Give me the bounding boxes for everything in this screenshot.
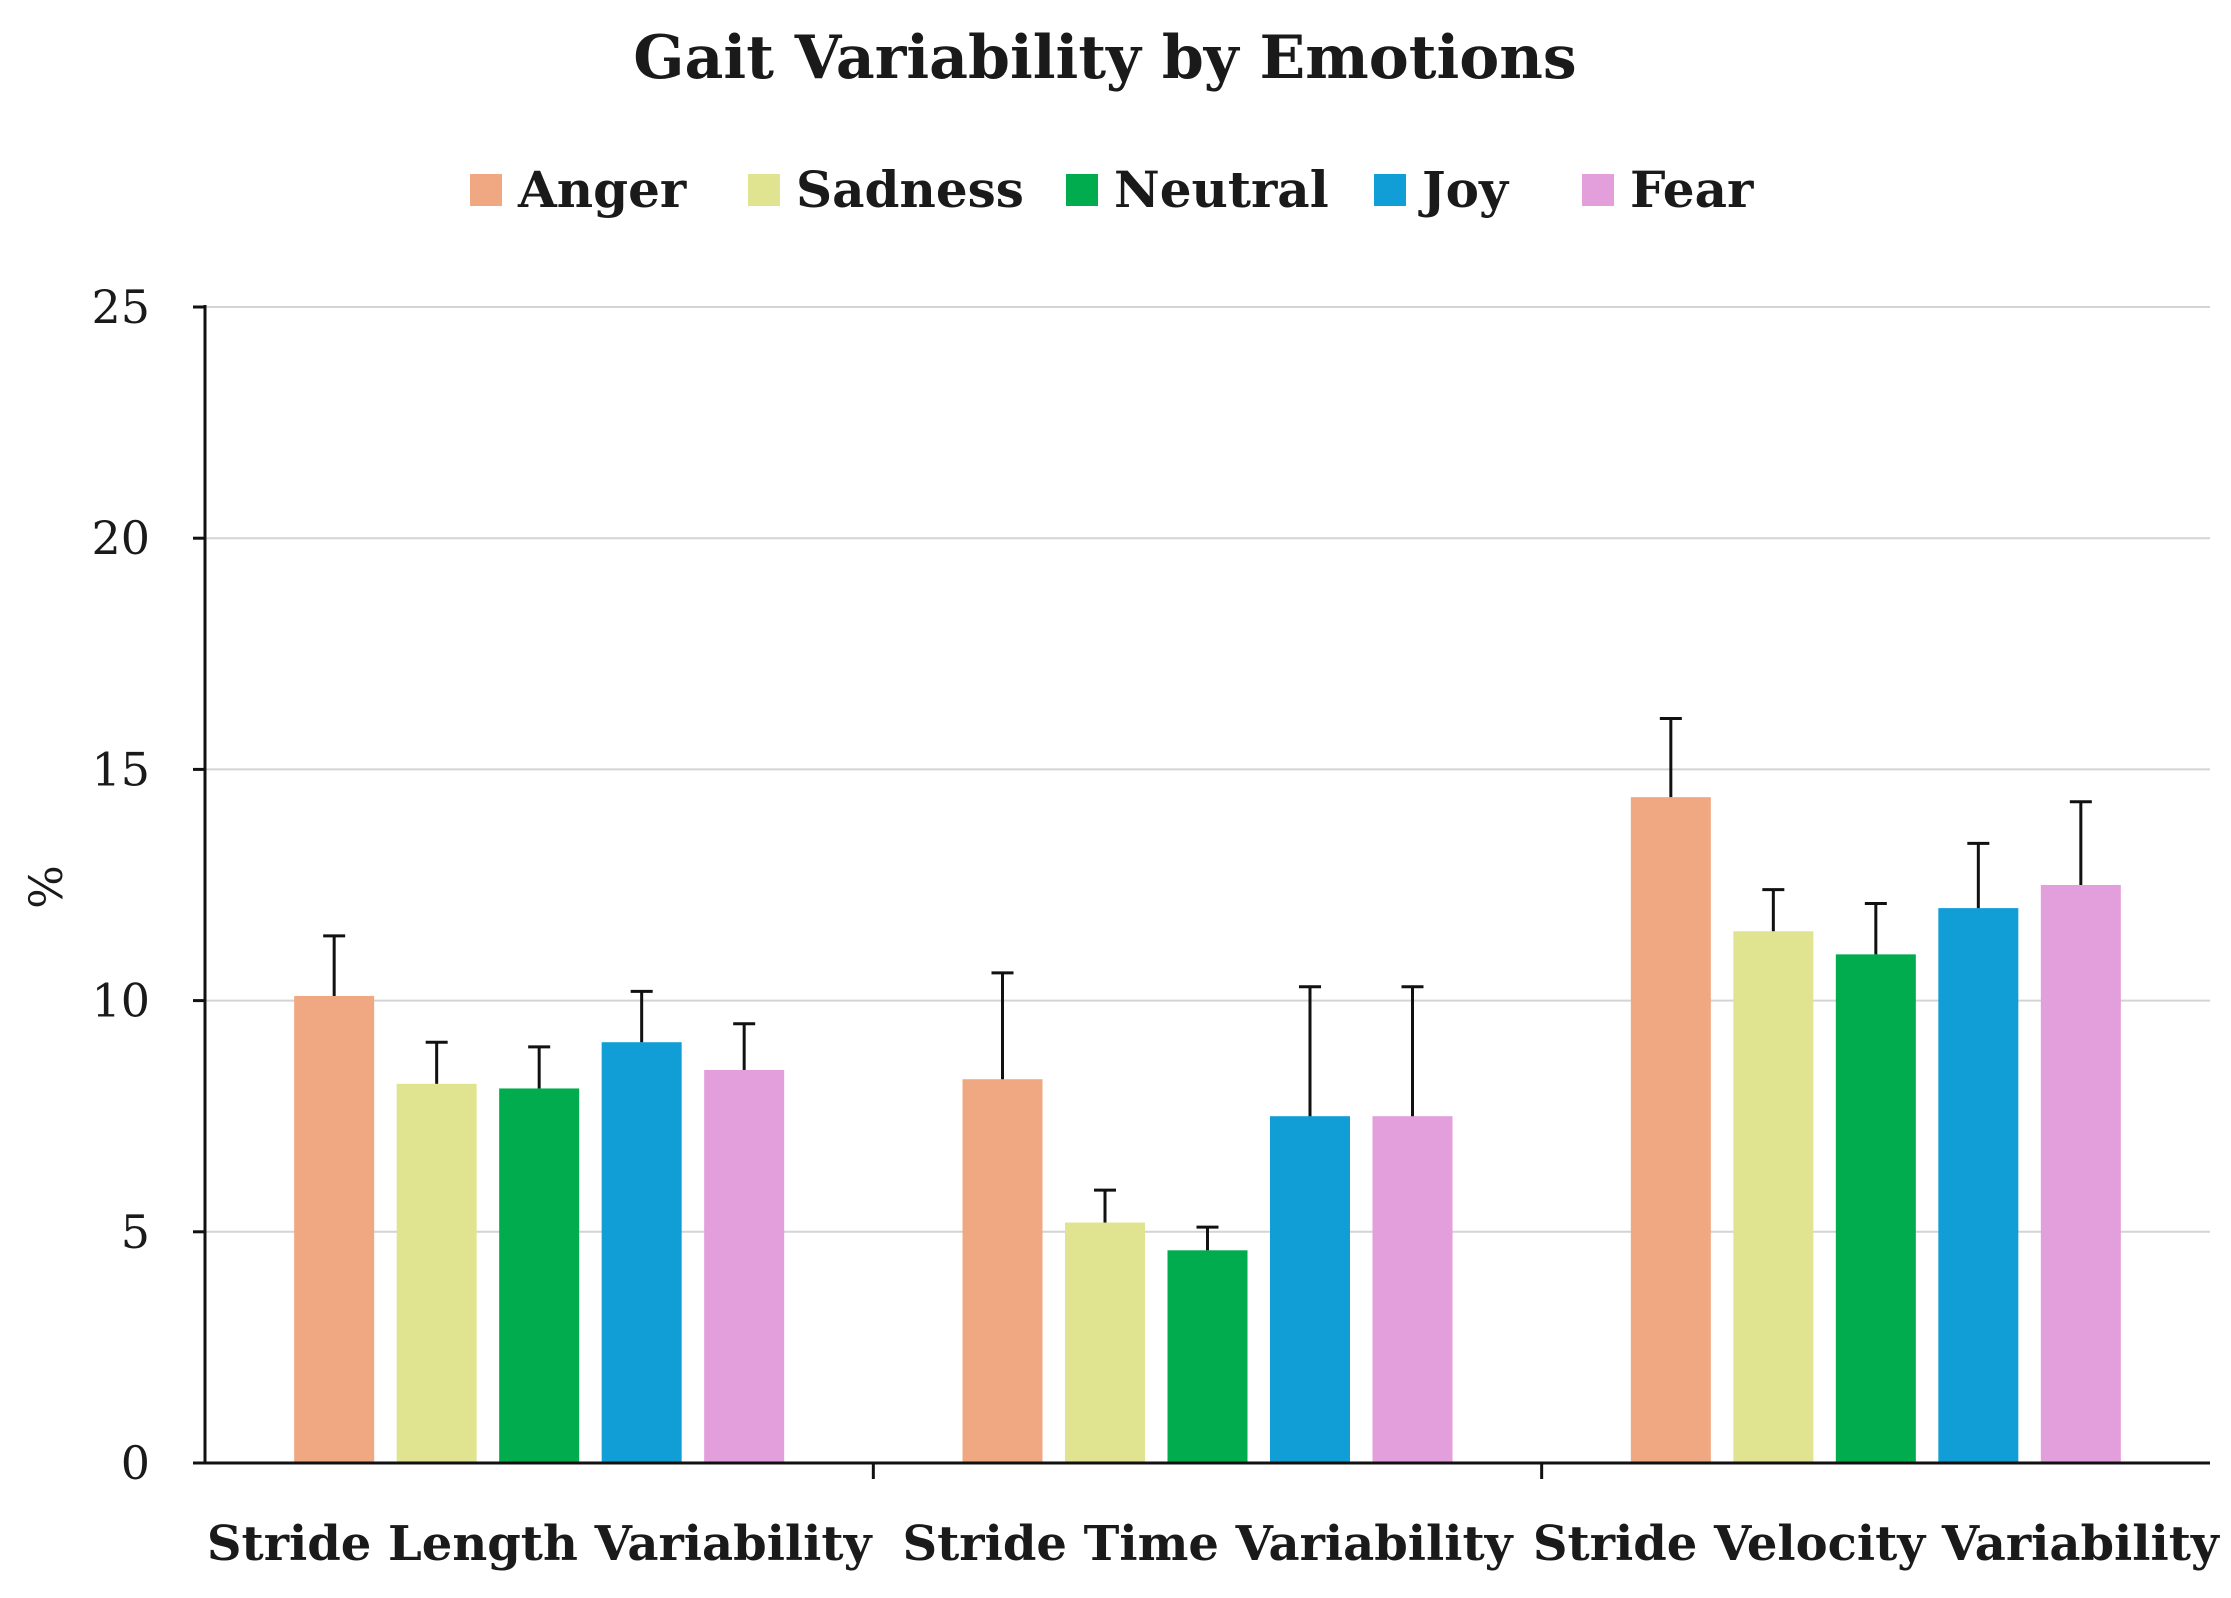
- legend-label-anger: Anger: [517, 160, 687, 219]
- legend-swatch-joy: [1374, 174, 1406, 206]
- bars: [294, 797, 2121, 1463]
- bar-sadness: [396, 1083, 477, 1463]
- bar-anger: [962, 1079, 1043, 1463]
- bar-sadness: [1065, 1222, 1145, 1463]
- x-category-label: Stride Length Variability: [207, 1516, 874, 1572]
- bar-joy: [1270, 1116, 1350, 1463]
- legend-swatch-fear: [1582, 174, 1614, 206]
- legend-label-sadness: Sadness: [796, 160, 1024, 219]
- error-bars: [323, 717, 2092, 1251]
- bar-neutral: [1167, 1250, 1248, 1463]
- x-category-labels: Stride Length Variability Stride Time Var…: [207, 1516, 2221, 1572]
- bar-fear: [1372, 1116, 1453, 1463]
- bar-fear: [704, 1069, 785, 1463]
- y-axis-label: %: [19, 865, 73, 909]
- legend: Anger Sadness Neutral Joy Fear: [470, 160, 1754, 219]
- legend-swatch-neutral: [1066, 174, 1098, 206]
- bar-joy: [601, 1042, 682, 1463]
- bar-neutral: [1835, 954, 1916, 1463]
- axes: [203, 305, 2210, 1479]
- y-tick-label-5: 5: [121, 1205, 150, 1259]
- bar-neutral: [499, 1088, 580, 1463]
- y-tick-label-15: 15: [91, 742, 150, 796]
- y-tick-label-25: 25: [91, 280, 150, 334]
- bar-anger: [294, 995, 375, 1463]
- bar-fear: [2040, 885, 2121, 1463]
- chart-title: Gait Variability by Emotions: [633, 23, 1576, 93]
- y-tick-labels: 0 5 10 15 20 25: [91, 280, 150, 1490]
- y-tick-label-20: 20: [91, 511, 150, 565]
- legend-label-neutral: Neutral: [1114, 160, 1329, 219]
- bar-anger: [1630, 797, 1711, 1463]
- legend-swatch-sadness: [748, 174, 780, 206]
- legend-label-joy: Joy: [1418, 160, 1510, 219]
- y-tick-label-10: 10: [91, 974, 150, 1028]
- y-tick-label-0: 0: [121, 1436, 150, 1490]
- bar-sadness: [1733, 931, 1814, 1463]
- bar-joy: [1938, 908, 2019, 1463]
- x-category-label: Stride Velocity Variability: [1533, 1516, 2221, 1572]
- legend-label-fear: Fear: [1630, 160, 1754, 219]
- legend-swatch-anger: [470, 174, 502, 206]
- x-category-label: Stride Time Variability: [902, 1516, 1514, 1572]
